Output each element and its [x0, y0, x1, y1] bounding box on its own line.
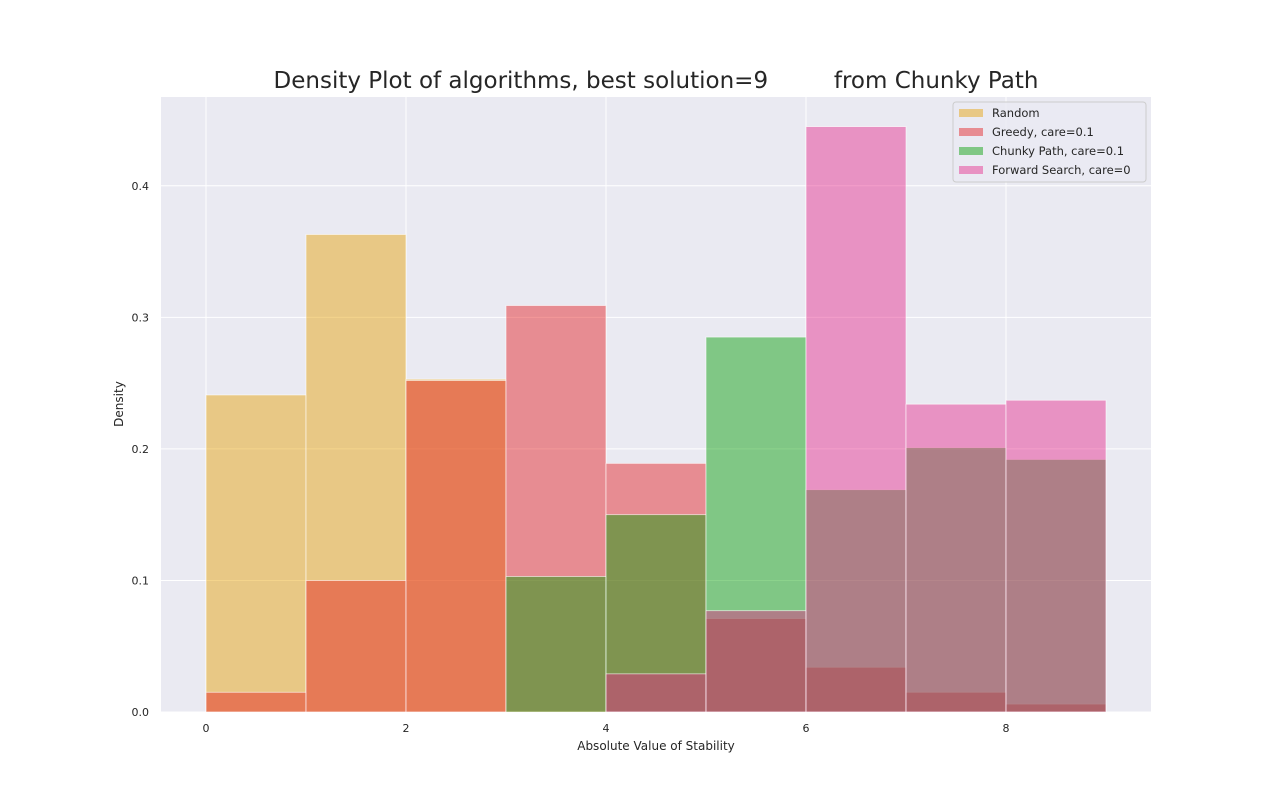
- legend-label: Greedy, care=0.1: [992, 125, 1094, 139]
- x-tick-label: 6: [803, 722, 810, 735]
- histogram-bar: [705, 610, 807, 713]
- x-tick-label: 4: [603, 722, 610, 735]
- legend-label: Random: [992, 106, 1040, 120]
- histogram-bar: [705, 618, 807, 713]
- histogram-bar: [605, 673, 707, 713]
- x-tick-label: 2: [403, 722, 410, 735]
- histogram-bar: [305, 580, 407, 713]
- histogram-bar: [705, 336, 807, 713]
- histogram-bar: [1005, 399, 1107, 713]
- x-axis-ticks: 0 2 4 6 8: [203, 722, 1010, 735]
- legend-item: Chunky Path, care=0.1: [959, 144, 1124, 158]
- histogram-bar: [805, 489, 907, 713]
- histogram-bar: [505, 305, 607, 713]
- histogram-bar: [405, 378, 507, 713]
- series-0-bars: [205, 234, 607, 713]
- histogram-bar: [405, 380, 507, 713]
- histogram-bars: [205, 126, 1107, 713]
- legend-label: Chunky Path, care=0.1: [992, 144, 1124, 158]
- legend-swatch: [959, 128, 983, 136]
- histogram-bar: [205, 394, 307, 713]
- histogram-bar: [905, 447, 1007, 713]
- y-tick-label: 0.2: [132, 443, 150, 456]
- x-axis-label: Absolute Value of Stability: [577, 739, 735, 753]
- legend-item: Forward Search, care=0: [959, 163, 1131, 177]
- histogram-bar: [305, 234, 407, 713]
- x-tick-label: 0: [203, 722, 210, 735]
- histogram-bar: [805, 666, 907, 713]
- x-tick-label: 8: [1003, 722, 1010, 735]
- histogram-bar: [605, 514, 707, 713]
- y-tick-label: 0.4: [132, 180, 150, 193]
- legend-box: [952, 101, 1147, 183]
- series-1-bars: [205, 305, 1107, 713]
- series-2-bars: [505, 336, 1107, 713]
- legend-swatch: [959, 109, 983, 117]
- histogram-bar: [905, 403, 1007, 713]
- histogram-bar: [505, 576, 607, 713]
- legend-label: Forward Search, care=0: [992, 163, 1131, 177]
- y-axis-label: Density: [112, 381, 126, 427]
- legend-item: Greedy, care=0.1: [959, 125, 1094, 139]
- y-tick-label: 0.0: [132, 706, 150, 719]
- histogram-bar: [805, 126, 907, 713]
- chart-title: Density Plot of algorithms, best solutio…: [274, 68, 1039, 94]
- y-tick-label: 0.1: [132, 574, 150, 587]
- legend-item: Random: [959, 106, 1040, 120]
- legend: Random Greedy, care=0.1 Chunky Path, care=…: [952, 101, 1147, 183]
- histogram-bar: [205, 691, 307, 713]
- legend-swatch: [959, 166, 983, 174]
- series-3-bars: [605, 126, 1107, 713]
- legend-swatch: [959, 147, 983, 155]
- histogram-bar: [1005, 459, 1107, 713]
- y-axis-ticks: 0.0 0.1 0.2 0.3 0.4: [132, 180, 150, 719]
- y-tick-label: 0.3: [132, 311, 150, 324]
